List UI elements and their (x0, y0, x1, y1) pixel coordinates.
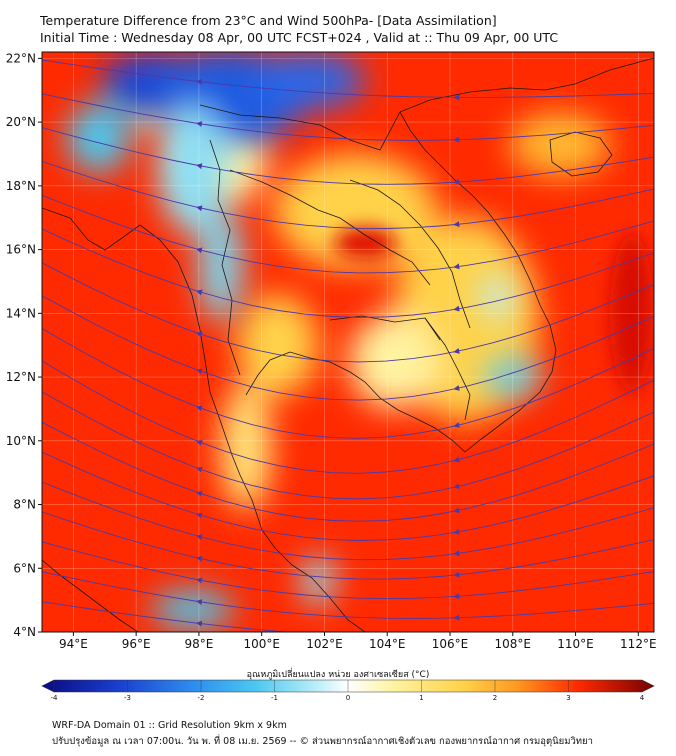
colorbar-tick-label: -2 (198, 694, 205, 700)
lon-tick-label: 96°E (122, 637, 151, 651)
coastlines-and-borders (42, 57, 654, 632)
warm-patch-6 (509, 112, 611, 177)
streamline-10 (42, 391, 654, 500)
lon-tick-label: 104°E (369, 637, 406, 651)
lon-tick-label: 106°E (432, 637, 469, 651)
warm-patch-4 (236, 294, 319, 397)
border-china (199, 104, 401, 151)
lat-tick-label: 6°N (13, 561, 36, 575)
lat-tick-label: 18°N (6, 179, 36, 193)
lat-tick-label: 4°N (13, 625, 36, 639)
cold-patch-8 (151, 590, 234, 629)
hot-patch-0 (333, 227, 397, 260)
footer-model-info: WRF-DA Domain 01 :: Grid Resolution 9km … (52, 720, 287, 731)
border-cambodia-vietnam (424, 317, 471, 421)
streamline-9 (42, 360, 654, 474)
cold-patch-6 (481, 275, 513, 320)
map-subtitle-valid-time: Initial Time : Wednesday 08 Apr, 00 UTC … (40, 30, 559, 45)
streamline-8 (42, 328, 654, 439)
colorbar-tick-label: 4 (640, 694, 645, 700)
wind-streamlines-500hpa (42, 59, 654, 632)
lon-tick-label: 102°E (306, 637, 343, 651)
coastline-vietnam (399, 111, 557, 453)
cold-patch-3 (67, 102, 130, 174)
coastline-gulf-thailand (245, 351, 466, 453)
colorbar-title: อุณหภูมิเปลี่ยนแปลง หน่วย องศาเซลเซียส (… (246, 670, 430, 680)
lat-tick-label: 14°N (6, 306, 36, 320)
warm-patch-3 (349, 313, 438, 409)
streamline-0 (42, 59, 654, 98)
longitude-axis: 94°E 96°E 98°E 100°E 102°E 104°E 106°E 108°E 110… (59, 632, 657, 651)
colorbar: -4 -3 -2 -1 0 1 2 3 4 (41, 679, 655, 700)
streamline-2 (42, 127, 654, 185)
lat-tick-label: 22°N (6, 51, 36, 65)
streamline-11 (42, 421, 654, 522)
lon-tick-label: 98°E (184, 637, 213, 651)
cold-patch-9 (302, 555, 334, 607)
colorbar-tick-label: 1 (419, 694, 423, 700)
plot-frame (41, 51, 655, 633)
streamline-6 (42, 262, 654, 363)
streamline-15 (42, 541, 654, 600)
lat-tick-label: 12°N (6, 370, 36, 384)
warm-patch-5 (220, 383, 272, 511)
forecast-map: 4°N 6°N 8°N 10°N 12°N 14°N 16°N 18°N 20°N 22°N 94… (6, 51, 657, 700)
lat-tick-label: 20°N (6, 115, 36, 129)
coastline-china-south (399, 57, 654, 113)
colorbar-tick-label: -3 (124, 694, 131, 700)
lat-tick-label: 16°N (6, 243, 36, 257)
streamline-16 (42, 571, 654, 619)
cold-patch-7 (484, 357, 542, 397)
streamline-14 (42, 511, 654, 580)
colorbar-tick-label: 2 (493, 694, 497, 700)
streamline-5 (42, 228, 654, 318)
streamline-7 (42, 295, 654, 401)
cold-patch-2 (252, 52, 366, 110)
streamline-1 (42, 93, 654, 141)
footer-credit: ปรับปรุงข้อมูล ณ เวลา 07:00น. วัน พ. ที่… (52, 736, 593, 747)
lat-tick-label: 10°N (6, 434, 36, 448)
streamline-12 (42, 451, 654, 541)
lat-lon-grid (42, 52, 654, 632)
lon-tick-label: 100°E (243, 637, 280, 651)
border-laos-vietnam (349, 179, 471, 329)
lon-tick-label: 112°E (620, 637, 657, 651)
colorbar-tick-label: -1 (271, 694, 278, 700)
lon-tick-label: 94°E (59, 637, 88, 651)
coastline-mainland (42, 207, 366, 632)
map-title: Temperature Difference from 23°C and Win… (40, 13, 497, 28)
colorbar-tick-label: -4 (51, 694, 59, 700)
coastline-hainan (549, 131, 613, 177)
lat-tick-label: 8°N (13, 498, 36, 512)
coastline-sumatra (42, 559, 139, 632)
streamline-3 (42, 160, 654, 229)
streamline-4 (42, 194, 654, 274)
lon-tick-label: 110°E (557, 637, 594, 651)
cold-anomaly-layer (67, 52, 542, 629)
plot-area (42, 52, 654, 632)
lon-tick-label: 108°E (495, 637, 532, 651)
border-myanmar-thailand (209, 139, 241, 376)
cold-patch-5 (198, 208, 243, 323)
streamline-17 (42, 601, 294, 632)
latitude-axis: 4°N 6°N 8°N 10°N 12°N 14°N 16°N 18°N 20°N 22°N (6, 51, 42, 639)
colorbar-ticks: -4 -3 -2 -1 0 1 2 3 4 (51, 680, 645, 700)
warm-patch-1 (274, 153, 438, 269)
streamline-13 (42, 481, 654, 561)
border-thailand-laos (229, 169, 431, 286)
colorbar-tick-label: 0 (346, 694, 350, 700)
colorbar-tick-label: 3 (566, 694, 570, 700)
